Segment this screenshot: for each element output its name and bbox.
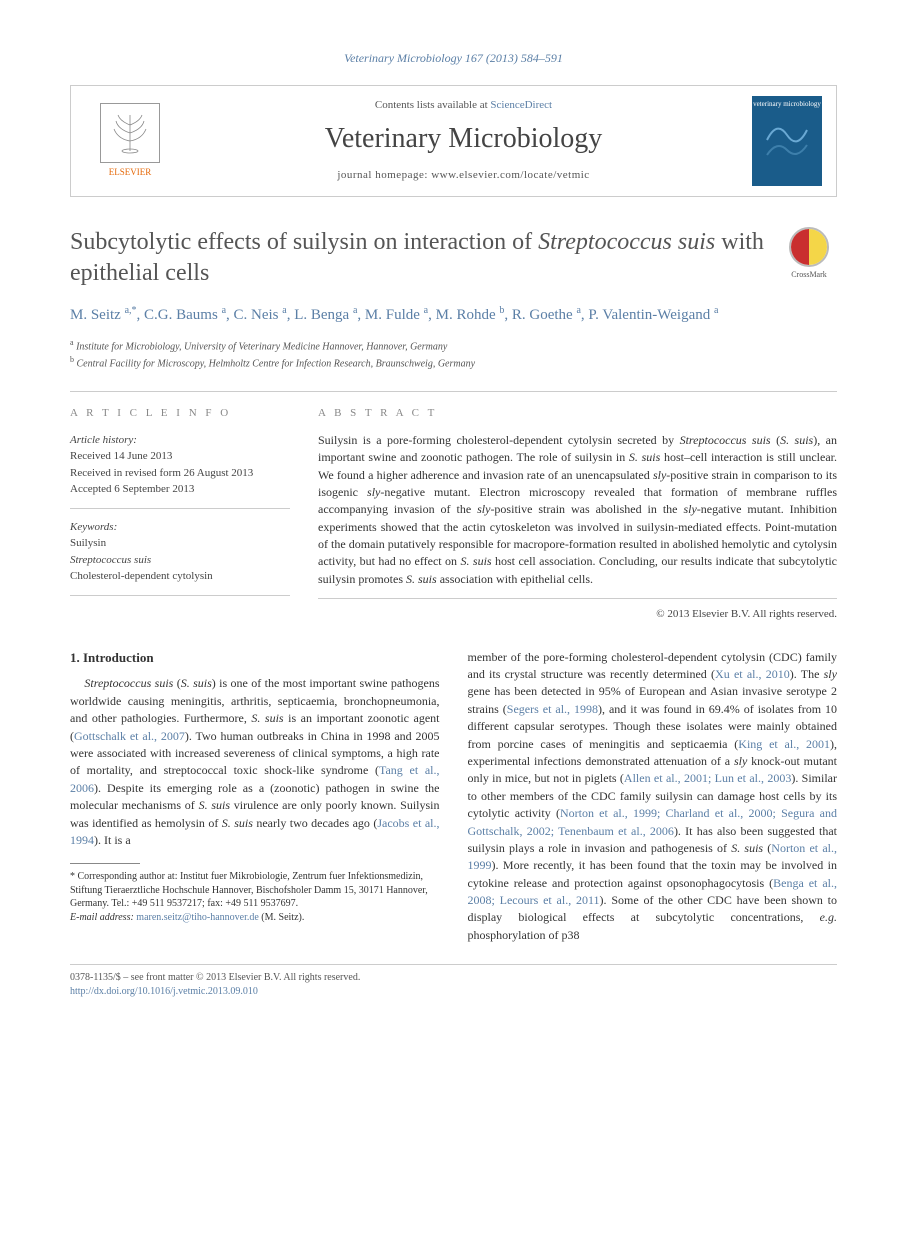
page-footer: 0378-1135/$ – see front matter © 2013 El… — [70, 964, 837, 999]
crossmark-label: CrossMark — [791, 270, 827, 279]
email-label: E-mail address: — [70, 912, 134, 923]
journal-homepage[interactable]: journal homepage: www.elsevier.com/locat… — [175, 168, 752, 183]
footnote-separator — [70, 863, 140, 864]
history-label: Article history: — [70, 432, 290, 449]
sciencedirect-link[interactable]: ScienceDirect — [490, 99, 552, 111]
body-text: 1. Introduction Streptococcus suis (S. s… — [70, 649, 837, 945]
author-list: M. Seitz a,*, C.G. Baums a, C. Neis a, L… — [70, 303, 837, 327]
journal-title: Veterinary Microbiology — [175, 119, 752, 158]
corresponding-author-note: * Corresponding author at: Institut fuer… — [70, 870, 440, 911]
email-suffix: (M. Seitz). — [261, 912, 304, 923]
article-info-panel: A R T I C L E I N F O Article history: R… — [70, 406, 290, 622]
history-accepted: Accepted 6 September 2013 — [70, 481, 290, 498]
abstract-panel: A B S T R A C T Suilysin is a pore-formi… — [318, 406, 837, 622]
doi-link[interactable]: http://dx.doi.org/10.1016/j.vetmic.2013.… — [70, 985, 837, 999]
elsevier-label: ELSEVIER — [109, 166, 152, 179]
journal-reference: Veterinary Microbiology 167 (2013) 584–5… — [70, 50, 837, 67]
crossmark-badge[interactable]: CrossMark — [781, 227, 837, 280]
history-received: Received 14 June 2013 — [70, 448, 290, 465]
article-title: Subcytolytic effects of suilysin on inte… — [70, 227, 837, 289]
crossmark-icon — [789, 227, 829, 267]
corresponding-email[interactable]: maren.seitz@tiho-hannover.de — [136, 912, 259, 923]
keyword-2: Streptococcus suis — [70, 552, 290, 569]
contents-prefix: Contents lists available at — [375, 99, 490, 111]
abstract-heading: A B S T R A C T — [318, 406, 837, 421]
elsevier-tree-icon — [100, 103, 160, 163]
email-line: E-mail address: maren.seitz@tiho-hannove… — [70, 911, 440, 925]
masthead: ELSEVIER Contents lists available at Sci… — [70, 85, 837, 197]
keywords-block: Keywords: Suilysin Streptococcus suis Ch… — [70, 519, 290, 596]
issn-line: 0378-1135/$ – see front matter © 2013 El… — [70, 971, 837, 985]
intro-paragraph-1: Streptococcus suis (S. suis) is one of t… — [70, 675, 440, 849]
history-revised: Received in revised form 26 August 2013 — [70, 465, 290, 482]
article-history: Article history: Received 14 June 2013 R… — [70, 432, 290, 509]
intro-paragraph-2: member of the pore-forming cholesterol-d… — [468, 649, 838, 945]
affiliations: a Institute for Microbiology, University… — [70, 337, 837, 372]
journal-cover-thumb: veterinary microbiology — [752, 96, 822, 186]
keywords-label: Keywords: — [70, 519, 290, 536]
elsevier-logo[interactable]: ELSEVIER — [85, 103, 175, 179]
affiliation-a: a Institute for Microbiology, University… — [70, 337, 837, 354]
cover-thumb-label: veterinary microbiology — [753, 100, 821, 110]
masthead-center: Contents lists available at ScienceDirec… — [175, 98, 752, 184]
contents-list-line: Contents lists available at ScienceDirec… — [175, 98, 752, 113]
section-heading-intro: 1. Introduction — [70, 649, 440, 668]
keyword-3: Cholesterol-dependent cytolysin — [70, 568, 290, 585]
abstract-text: Suilysin is a pore-forming cholesterol-d… — [318, 432, 837, 600]
affiliation-b: b Central Facility for Microscopy, Helmh… — [70, 354, 837, 371]
keyword-1: Suilysin — [70, 535, 290, 552]
article-info-heading: A R T I C L E I N F O — [70, 406, 290, 421]
abstract-copyright: © 2013 Elsevier B.V. All rights reserved… — [318, 607, 837, 622]
